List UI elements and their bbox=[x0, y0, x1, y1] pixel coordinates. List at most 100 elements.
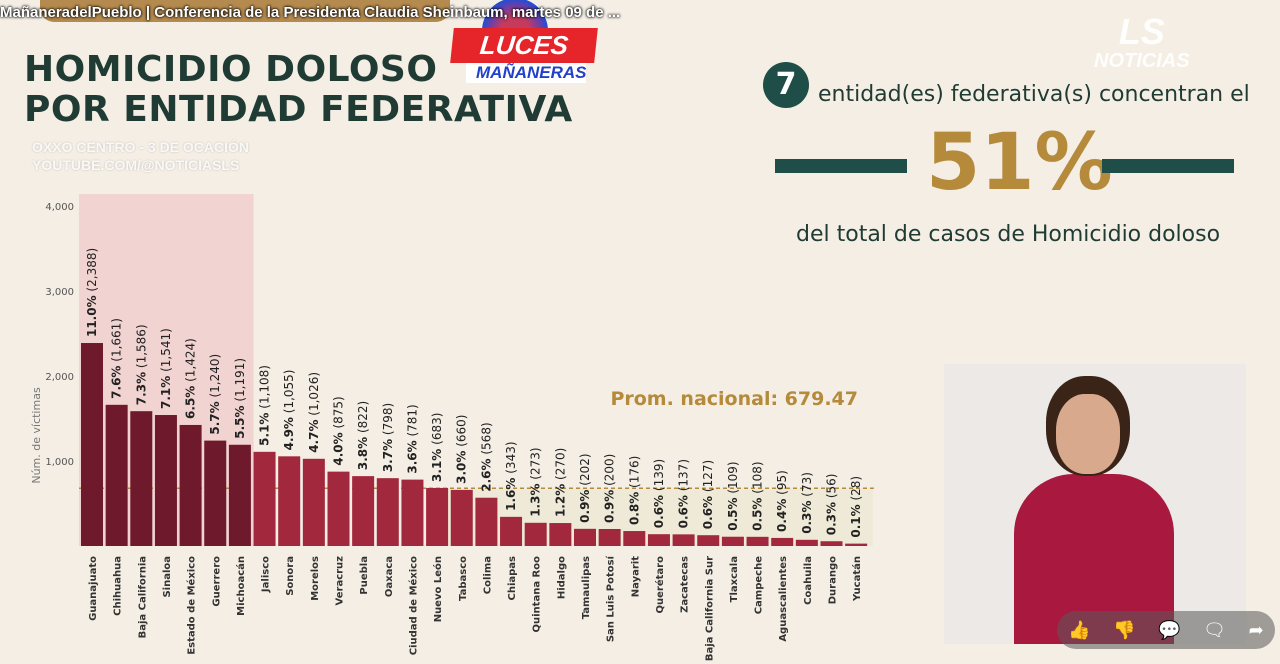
slide-title-line1: HOMICIDIO DOLOSO bbox=[24, 49, 438, 90]
percent-label: 0.6% bbox=[677, 495, 691, 528]
percent-label: 0.9% bbox=[603, 490, 617, 523]
data-label: 1.3% (273) bbox=[529, 447, 543, 516]
x-tick-label: Hidalgo bbox=[556, 556, 567, 599]
x-tick-label: Michoacán bbox=[235, 556, 247, 616]
x-tick-label: Sinaloa bbox=[162, 556, 173, 598]
data-label: 0.6% (139) bbox=[652, 459, 666, 528]
value-label: (568) bbox=[479, 422, 493, 458]
bar-michoacán bbox=[228, 444, 251, 546]
data-label: 5.7% (1,240) bbox=[208, 354, 222, 435]
x-tick-label: Estado de México bbox=[186, 556, 198, 655]
percent-label: 5.5% bbox=[233, 405, 247, 438]
value-label: (683) bbox=[430, 413, 444, 449]
data-label: 0.8% (176) bbox=[627, 456, 641, 525]
thumbs-up-icon[interactable]: 👍 bbox=[1068, 619, 1091, 641]
y-axis-label: Núm. de víctimas bbox=[30, 387, 43, 484]
average-label: Prom. nacional: 679.47 bbox=[610, 388, 858, 410]
thumbs-down-icon[interactable]: 👎 bbox=[1113, 619, 1136, 641]
value-label: (1,661) bbox=[110, 318, 124, 366]
bar-guanajuato bbox=[81, 343, 103, 546]
percent-label: 3.1% bbox=[430, 449, 444, 482]
homicide-bar-chart: Prom. nacional: 679.47 1,000 2,000 3,000 4,0… bbox=[30, 194, 874, 661]
value-label: (176) bbox=[627, 456, 641, 492]
bar-chihuahua bbox=[105, 404, 128, 546]
data-label: 3.1% (683) bbox=[430, 413, 444, 482]
data-label: 5.1% (1,108) bbox=[258, 365, 272, 446]
percent-label: 3.0% bbox=[455, 451, 469, 484]
percent-label: 4.7% bbox=[307, 420, 321, 453]
x-tick-label: Tlaxcala bbox=[729, 556, 740, 602]
x-tick-label: Tabasco bbox=[458, 556, 469, 601]
data-label: 0.5% (108) bbox=[751, 461, 765, 530]
divider-left bbox=[775, 159, 907, 173]
sign-language-interpreter bbox=[944, 364, 1246, 644]
data-label: 5.5% (1,191) bbox=[233, 358, 247, 439]
percent-label: 0.5% bbox=[726, 497, 740, 530]
value-label: (137) bbox=[677, 459, 691, 495]
data-label: 0.5% (109) bbox=[726, 461, 740, 530]
value-label: (108) bbox=[751, 461, 765, 497]
data-label: 3.7% (798) bbox=[381, 403, 395, 472]
data-label: 0.6% (127) bbox=[701, 460, 715, 529]
percent-label: 3.8% bbox=[356, 437, 370, 470]
x-tick-label: Tamaulipas bbox=[581, 556, 592, 619]
x-tick-label: Nuevo León bbox=[432, 556, 444, 622]
x-tick-label: Colima bbox=[482, 556, 493, 594]
chat-icon[interactable]: 🗨 bbox=[1203, 619, 1227, 641]
value-label: (1,541) bbox=[159, 328, 173, 376]
bar-estado-de-méxico bbox=[179, 424, 202, 546]
data-label: 7.1% (1,541) bbox=[159, 328, 173, 409]
bar-baja-california bbox=[130, 411, 153, 546]
luces-mananeras-logo: LUCES MAÑANERAS bbox=[450, 0, 598, 83]
x-tick-label: Puebla bbox=[359, 556, 370, 595]
share-icon[interactable]: ➦ bbox=[1248, 619, 1264, 641]
x-tick-label: Jalisco bbox=[261, 556, 272, 593]
slide-title: HOMICIDIO DOLOSO POR ENTIDAD FEDERATIVA bbox=[24, 50, 573, 130]
data-label: 7.6% (1,661) bbox=[110, 318, 124, 399]
bar-morelos bbox=[302, 458, 325, 546]
comment-icon[interactable]: 💬 bbox=[1158, 619, 1181, 641]
callout-text1: entidad(es) federativa(s) concentran el bbox=[818, 82, 1250, 107]
x-tick-label: Chihuahua bbox=[113, 556, 124, 616]
slide-title-line2: POR ENTIDAD FEDERATIVA bbox=[24, 89, 573, 130]
data-label: 3.0% (660) bbox=[455, 415, 469, 484]
channel-logo-top: LS bbox=[1118, 11, 1165, 52]
bar-san-luis-potosí bbox=[598, 529, 621, 546]
value-label: (875) bbox=[332, 396, 346, 432]
divider-right bbox=[1102, 159, 1234, 173]
logo-top-text: LUCES bbox=[450, 28, 598, 63]
percent-label: 5.7% bbox=[208, 401, 222, 434]
percent-label: 0.4% bbox=[775, 499, 789, 532]
bar-querétaro bbox=[647, 534, 670, 546]
value-label: (200) bbox=[603, 454, 617, 490]
x-tick-label: Aguascalientes bbox=[778, 556, 789, 642]
y-tick-label: 3,000 bbox=[45, 287, 74, 298]
value-label: (343) bbox=[504, 441, 518, 477]
watermark-line2: YOUTUBE.COM/@NOTICIASLS bbox=[32, 157, 240, 173]
bar-tlaxcala bbox=[721, 536, 744, 546]
value-label: (1,191) bbox=[233, 358, 247, 406]
x-tick-label: Zacatecas bbox=[680, 556, 691, 613]
bar-tabasco bbox=[450, 489, 473, 546]
value-label: (270) bbox=[553, 448, 567, 484]
x-tick-label: Veracruz bbox=[335, 556, 346, 606]
data-label: 0.9% (200) bbox=[603, 454, 617, 523]
data-label: 4.9% (1,055) bbox=[282, 370, 296, 451]
value-label: (1,026) bbox=[307, 372, 321, 420]
percent-label: 0.6% bbox=[701, 496, 715, 529]
x-tick-label: Oaxaca bbox=[384, 556, 395, 597]
bar-colima bbox=[475, 497, 498, 546]
percent-label: 4.0% bbox=[332, 432, 346, 465]
percent-label: 4.9% bbox=[282, 417, 296, 450]
value-label: (822) bbox=[356, 401, 370, 437]
video-title[interactable]: MañaneradelPueblo | Conferencia de la Pr… bbox=[0, 4, 621, 21]
value-label: (1,240) bbox=[208, 354, 222, 402]
data-label: 3.6% (781) bbox=[405, 404, 419, 473]
percent-label: 1.2% bbox=[553, 484, 567, 517]
logo-bottom-text: MAÑANERAS bbox=[466, 63, 587, 83]
percent-label: 7.3% bbox=[134, 372, 148, 405]
percent-label: 3.7% bbox=[381, 439, 395, 472]
percent-label: 3.6% bbox=[405, 440, 419, 473]
y-tick-label: 4,000 bbox=[45, 202, 74, 213]
percent-label: 2.6% bbox=[479, 458, 493, 491]
